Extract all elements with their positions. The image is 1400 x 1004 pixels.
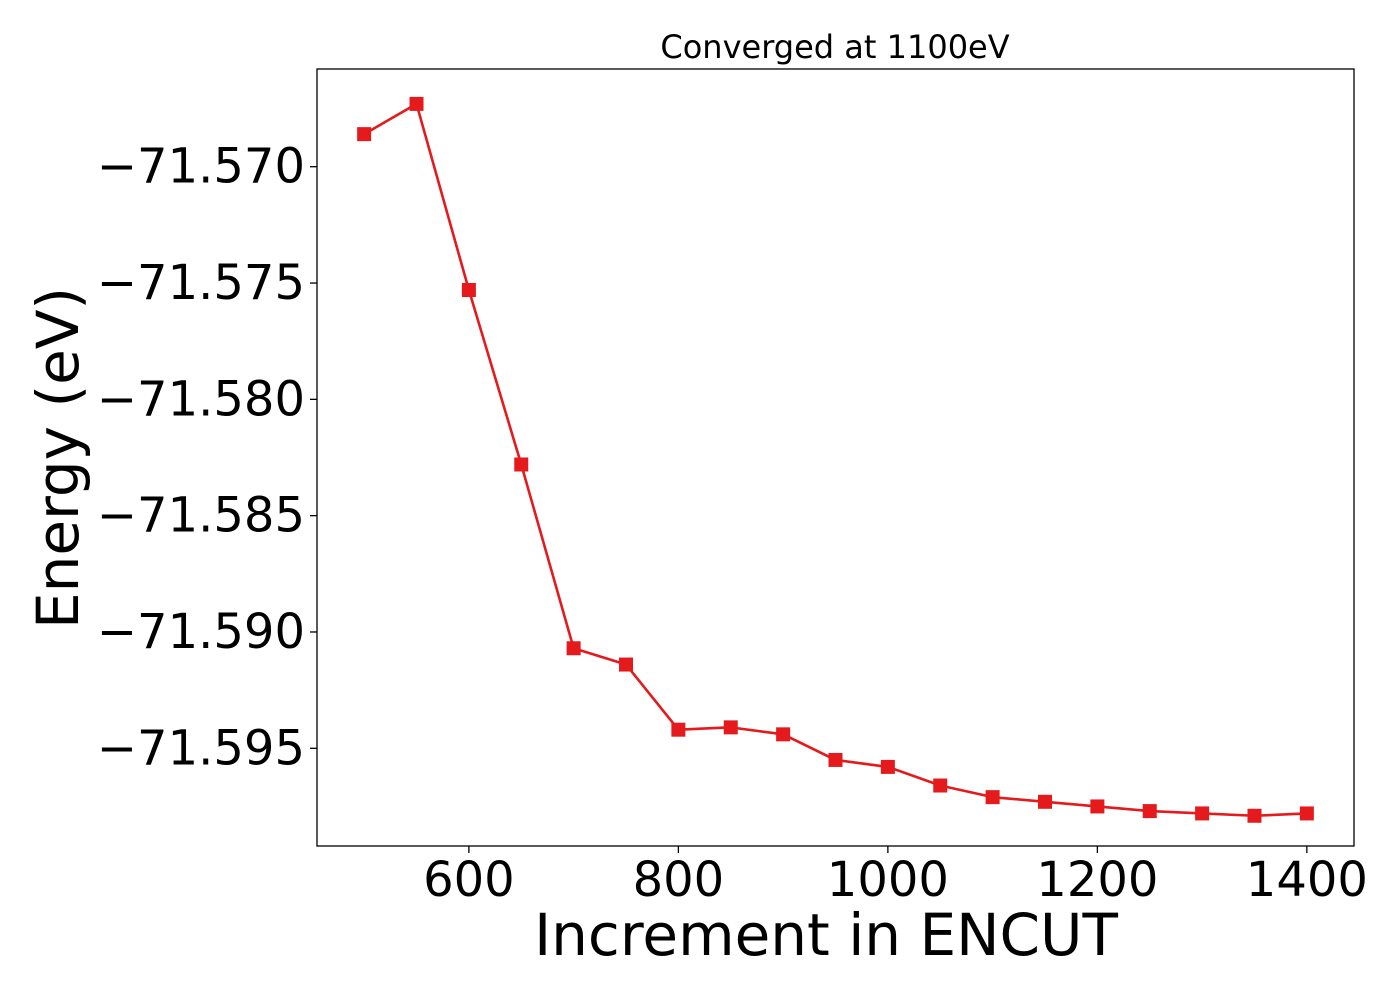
y-tick-label: −71.585: [97, 488, 305, 544]
data-point-marker: [1195, 806, 1210, 821]
data-point-marker: [566, 641, 581, 656]
x-tick-label: 1000: [827, 852, 949, 908]
x-tick-label: 1200: [1036, 852, 1158, 908]
x-tick-label: 800: [633, 852, 725, 908]
data-point-marker: [514, 457, 529, 472]
data-point-marker: [671, 722, 686, 737]
x-tick-label: 1400: [1246, 852, 1368, 908]
data-point-marker: [1247, 808, 1262, 823]
y-tick-label: −71.590: [97, 604, 305, 660]
data-point-marker: [985, 790, 1000, 805]
data-point-marker: [828, 752, 843, 767]
data-point-marker: [1299, 806, 1314, 821]
x-tick-label: 600: [423, 852, 515, 908]
data-point-marker: [723, 720, 738, 735]
data-point-marker: [461, 283, 476, 297]
y-axis-ticks: −71.570 −71.575 −71.580 −71.585 −71.590 −71.5…: [97, 139, 317, 776]
data-point-marker: [1142, 804, 1157, 819]
series-line-0: [363, 102, 1307, 818]
y-axis-label: Energy (eV): [24, 287, 92, 629]
data-point-marker: [357, 127, 372, 142]
data-point-marker: [776, 727, 791, 742]
data-point-marker: [1037, 794, 1052, 809]
axes-frame: [316, 68, 1355, 847]
plot-area: [316, 68, 1355, 847]
data-point-marker: [619, 657, 634, 672]
data-point-marker: [933, 778, 948, 793]
data-point-marker: [880, 759, 895, 774]
y-tick-label: −71.580: [97, 371, 305, 427]
chart-title: Converged at 1100eV: [660, 28, 1009, 66]
y-tick-label: −71.595: [97, 720, 305, 776]
x-axis-ticks: 600 800 1000 1200 1400: [423, 846, 1368, 908]
data-point-marker: [1090, 799, 1105, 814]
y-tick-label: −71.570: [97, 139, 305, 195]
y-tick-label: −71.575: [97, 255, 305, 311]
x-axis-label: Increment in ENCUT: [534, 901, 1118, 969]
data-point-marker: [409, 96, 424, 111]
